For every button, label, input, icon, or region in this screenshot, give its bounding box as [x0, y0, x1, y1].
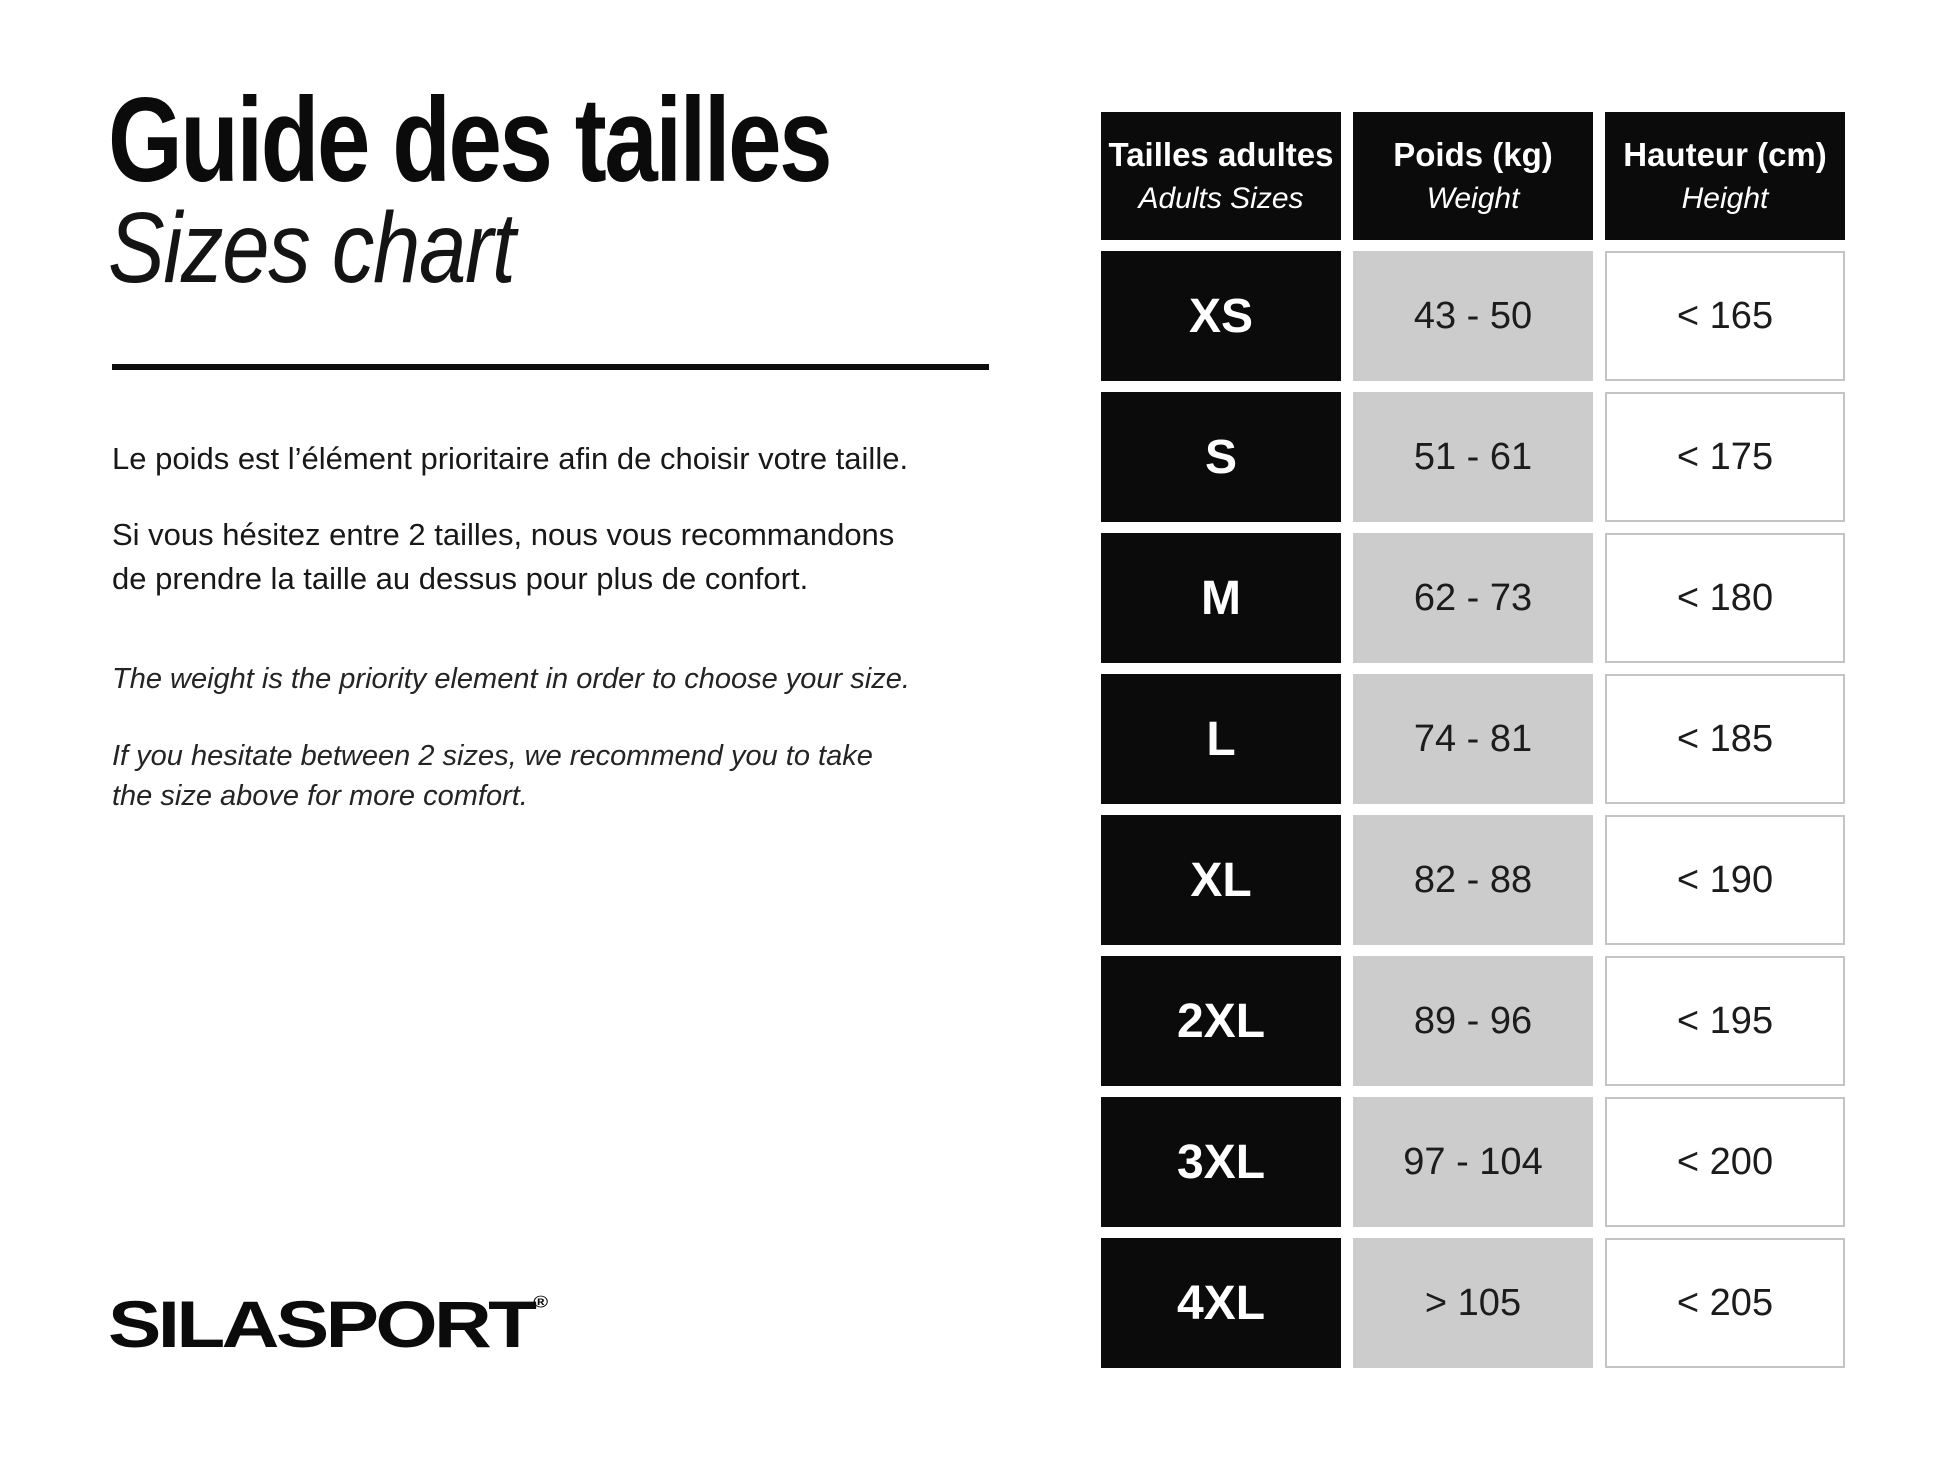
page-title: Guide des tailles — [108, 73, 833, 207]
height-cell: < 190 — [1605, 815, 1845, 945]
paragraph-line: Le poids est l’élément prioritaire afin … — [112, 441, 909, 476]
size-cell: XS — [1101, 251, 1341, 381]
weight-cell: 43 - 50 — [1353, 251, 1593, 381]
weight-cell: 82 - 88 — [1353, 815, 1593, 945]
height-cell: < 185 — [1605, 674, 1845, 804]
weight-cell: 89 - 96 — [1353, 956, 1593, 1086]
paragraph-line: If you hesitate between 2 sizes, we reco… — [112, 740, 873, 772]
height-cell: < 165 — [1605, 251, 1845, 381]
intro-paragraph-fr-1: Le poids est l’élément prioritaire afin … — [112, 437, 908, 481]
header-cell-weight: Poids (kg) Weight — [1353, 112, 1593, 240]
paragraph-line: The weight is the priority element in or… — [112, 663, 910, 695]
paragraph-line: the size above for more comfort. — [112, 780, 528, 812]
intro-paragraph-en-1: The weight is the priority element in or… — [112, 659, 910, 699]
intro-paragraph-en-2: If you hesitate between 2 sizes, we reco… — [112, 736, 873, 816]
size-cell: 4XL — [1101, 1238, 1341, 1368]
weight-cell: 97 - 104 — [1353, 1097, 1593, 1227]
intro-paragraph-fr-2: Si vous hésitez entre 2 tailles, nous vo… — [112, 513, 894, 601]
header-label-en: Weight — [1426, 182, 1520, 216]
paragraph-line: de prendre la taille au dessus pour plus… — [112, 561, 809, 596]
registered-trademark-icon: ® — [533, 1293, 549, 1312]
weight-cell: 74 - 81 — [1353, 674, 1593, 804]
header-label-fr: Hauteur (cm) — [1623, 135, 1827, 173]
logo-wordmark: SILASPORT — [108, 1287, 537, 1361]
header-label-fr: Poids (kg) — [1393, 135, 1553, 173]
size-cell: M — [1101, 533, 1341, 663]
header-cell-adult-sizes: Tailles adultes Adults Sizes — [1101, 112, 1341, 240]
weight-cell: > 105 — [1353, 1238, 1593, 1368]
height-cell: < 175 — [1605, 392, 1845, 522]
header-label-fr: Tailles adultes — [1108, 135, 1334, 173]
size-cell: XL — [1101, 815, 1341, 945]
page-subtitle: Sizes chart — [108, 192, 516, 304]
size-cell: L — [1101, 674, 1341, 804]
size-cell: 2XL — [1101, 956, 1341, 1086]
height-cell: < 195 — [1605, 956, 1845, 1086]
size-table: Tailles adultes Adults Sizes Poids (kg) … — [1101, 112, 1845, 1368]
height-cell: < 205 — [1605, 1238, 1845, 1368]
size-cell: 3XL — [1101, 1097, 1341, 1227]
height-cell: < 180 — [1605, 533, 1845, 663]
header-label-en: Height — [1681, 182, 1769, 216]
silasport-logo: SILASPORT® — [108, 1292, 548, 1358]
height-cell: < 200 — [1605, 1097, 1845, 1227]
paragraph-line: Si vous hésitez entre 2 tailles, nous vo… — [112, 517, 895, 552]
weight-cell: 62 - 73 — [1353, 533, 1593, 663]
weight-cell: 51 - 61 — [1353, 392, 1593, 522]
title-divider — [112, 364, 989, 370]
header-cell-height: Hauteur (cm) Height — [1605, 112, 1845, 240]
size-cell: S — [1101, 392, 1341, 522]
header-label-en: Adults Sizes — [1138, 182, 1304, 216]
